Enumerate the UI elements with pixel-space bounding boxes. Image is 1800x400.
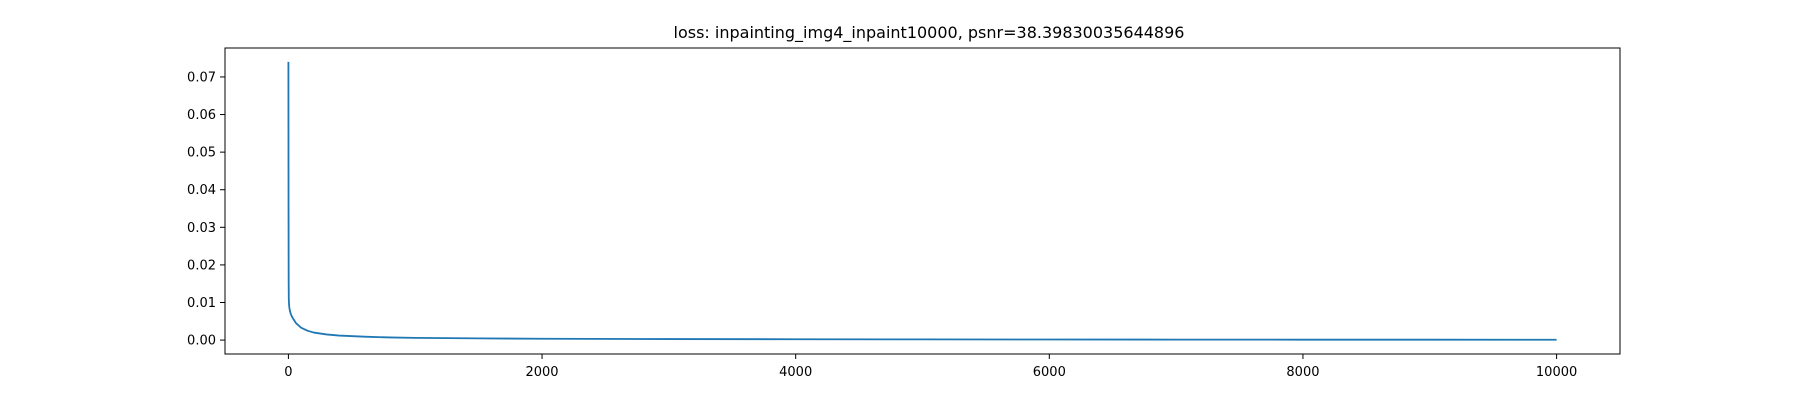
y-tick-label: 0.04: [187, 183, 216, 198]
y-tick-label: 0.03: [187, 221, 216, 236]
y-tick-label: 0.01: [187, 296, 216, 311]
x-tick-label: 2000: [525, 365, 558, 380]
chart-title: loss: inpainting_img4_inpaint10000, psnr…: [674, 23, 1185, 43]
series-line-0: [287, 61, 1557, 341]
x-tick-label: 10000: [1536, 365, 1577, 380]
plot-area: [287, 61, 1557, 341]
x-tick-label: 4000: [779, 365, 812, 380]
y-tick-label: 0.02: [187, 258, 216, 273]
y-tick-label: 0.00: [187, 334, 216, 349]
x-tick-label: 6000: [1033, 365, 1066, 380]
x-tick-label: 8000: [1286, 365, 1319, 380]
y-tick-label: 0.05: [187, 146, 216, 161]
x-tick-label: 0: [284, 365, 292, 380]
y-tick-label: 0.06: [187, 108, 216, 123]
axis-ticks: 0 2000 4000 6000 8000 10000 0.00 0.01 0.02 0.03 0.…: [187, 70, 1577, 380]
axes-frame: [224, 47, 1621, 355]
y-tick-label: 0.07: [187, 70, 216, 85]
